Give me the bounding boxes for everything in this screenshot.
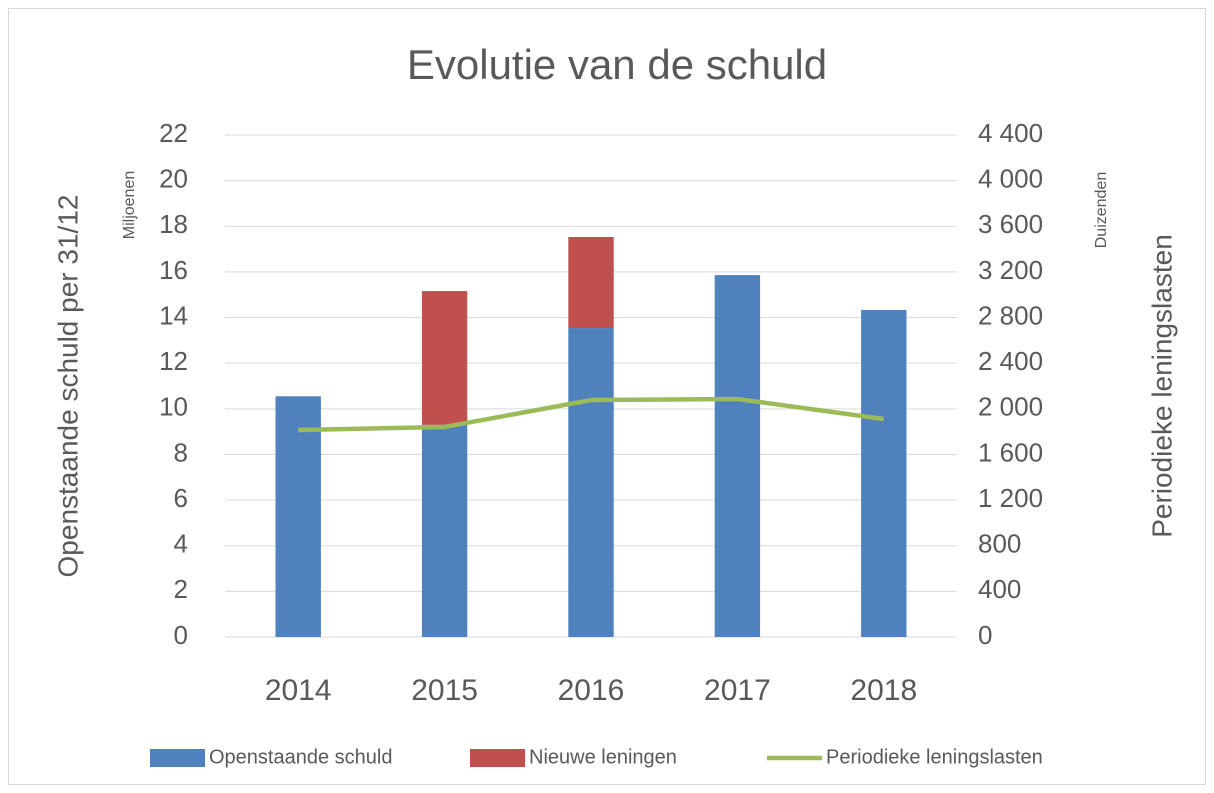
y-tick-label: 6 [174,483,188,513]
line [298,396,885,433]
legend-label: Periodieke leningslasten [826,746,1043,768]
y2-tick-label: 4 000 [978,164,1043,194]
y-tick-label: 18 [159,209,188,239]
y2-axis-unit: Duizenden [1093,172,1110,249]
y2-axis-title: Periodieke leningslasten [1146,234,1177,538]
y-axis-title: Openstaande schuld per 31/12 [52,195,83,578]
y2-tick-label: 4 400 [978,118,1043,148]
bar [568,328,614,637]
y-tick-label: 14 [159,300,188,330]
y2-tick-label: 0 [978,620,992,650]
bar [275,396,321,637]
y2-tick-label: 1 600 [978,437,1043,467]
legend-label: Openstaande schuld [209,746,392,768]
x-tick-label: 2014 [265,674,332,707]
y-tick-label: 2 [174,574,188,604]
chart-title: Evolutie van de schuld [407,41,827,88]
y2-tick-label: 2 800 [978,300,1043,330]
y-tick-label: 0 [174,620,188,650]
x-tick-label: 2015 [411,674,478,707]
y-tick-label: 8 [174,437,188,467]
bar [568,236,614,329]
bar [421,424,468,637]
x-tick-label: 2017 [704,674,771,707]
legend-swatch [470,749,525,767]
y2-tick-label: 800 [978,529,1021,559]
y2-tick-label: 2 400 [978,346,1043,376]
bar [861,310,907,637]
x-tick-label: 2016 [558,674,625,707]
y2-tick-label: 2 000 [978,392,1043,422]
y2-tick-label: 400 [978,574,1021,604]
bar [421,291,468,425]
x-tick-label: 2018 [850,674,917,707]
y-tick-label: 10 [159,392,188,422]
y-tick-label: 12 [159,346,188,376]
y2-tick-label: 3 600 [978,209,1043,239]
y-axis-unit: Miljoenen [121,171,138,239]
y-tick-label: 4 [174,529,188,559]
y-tick-label: 16 [159,255,188,285]
y2-tick-label: 1 200 [978,483,1043,513]
y-tick-label: 22 [159,118,188,148]
legend-swatch [150,749,205,767]
legend-label: Nieuwe leningen [529,746,677,768]
y2-tick-label: 3 200 [978,255,1043,285]
y-tick-label: 20 [159,164,188,194]
bar [714,275,761,637]
